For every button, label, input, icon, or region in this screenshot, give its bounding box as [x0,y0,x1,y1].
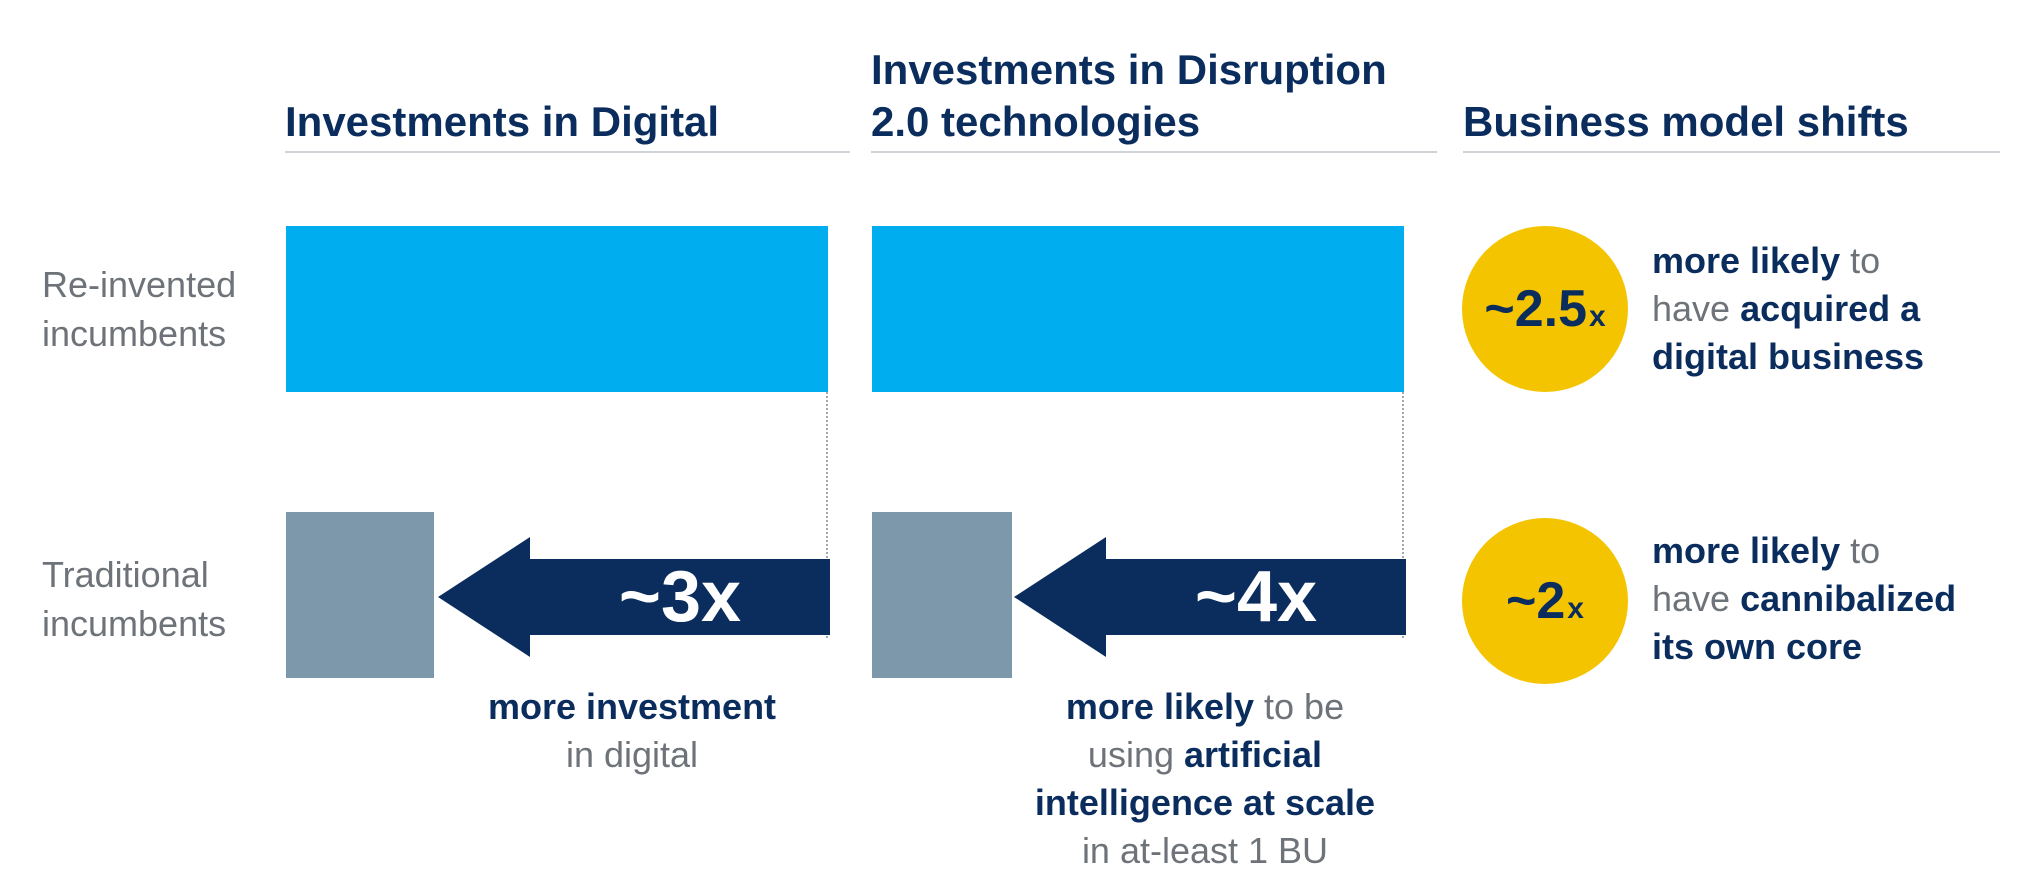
col-rule-business [1463,151,2000,153]
row-label-reinvented-line2: incumbents [42,313,227,354]
digital-multiplier-label: ~3x [618,557,742,637]
shift-2-plain2: have [1652,578,1741,619]
disruption-caption-bold1: more likely [1065,686,1255,727]
col-title-disruption-line1: Investments in Disruption [871,46,1387,93]
shift-1-bold3: digital business [1652,336,1925,377]
digital-caption-rest: in digital [565,734,699,775]
col-rule-digital [285,151,850,153]
shift-1-plain2: have [1652,288,1741,329]
shift-2-bold1: more likely [1652,530,1841,571]
disruption-caption-plain2: using [1087,734,1184,775]
disruption-caption-bold3: intelligence at scale [1034,782,1376,823]
shift-1-number: ~2.5 [1484,280,1587,338]
col-title-disruption-line2: 2.0 technologies [871,98,1201,145]
disruption-caption-rest4: in at-least 1 BU [1081,830,1329,871]
col-title-business: Business model shifts [1463,98,1909,145]
shift-1-circle: ~2.5 x [1462,226,1628,392]
shift-1-x: x [1588,300,1606,333]
disruption-dotted-guide [1402,392,1404,638]
row-label-reinvented-line1: Re-invented [42,264,237,305]
col-title-digital: Investments in Digital [285,98,720,145]
disruption-traditional-bar [872,512,1012,678]
disruption-multiplier-arrow-icon [1014,537,1406,657]
shift-2-bold3: its own core [1652,626,1863,667]
shift-2-circle: ~2 x [1462,518,1628,684]
row-label-traditional-line1: Traditional [42,554,209,595]
digital-caption-bold: more investment [487,686,777,727]
col-rule-disruption [871,151,1437,153]
shift-2-bold2: cannibalized [1740,578,1957,619]
disruption-caption: more likely to be using artificial intel… [980,683,1430,875]
shift-1-bold2: acquired a [1740,288,1921,329]
shift-2-number: ~2 [1506,572,1566,630]
shift-1-bold1: more likely [1652,240,1841,281]
row-label-traditional-line2: incumbents [42,603,227,644]
disruption-caption-bold2: artificial [1184,734,1323,775]
shift-1-text: more likely to have acquired a digital b… [1652,237,1924,381]
col-title-disruption: Investments in Disruption 2.0 technologi… [871,44,1387,148]
disruption-caption-rest1: to be [1254,686,1345,727]
disruption-multiplier-label: ~4x [1194,557,1318,637]
shift-2-x: x [1567,592,1584,625]
shift-2-text: more likely to have cannibalized its own… [1652,527,1956,671]
row-label-traditional: Traditional incumbents [42,550,226,648]
shift-1-rest1: to [1840,240,1881,281]
digital-dotted-guide [826,392,828,638]
disruption-reinvented-bar [872,226,1404,392]
digital-traditional-bar [286,512,434,678]
digital-reinvented-bar [286,226,828,392]
row-label-reinvented: Re-invented incumbents [42,260,236,358]
digital-multiplier-arrow-icon [438,537,830,657]
shift-2-rest1: to [1840,530,1881,571]
digital-caption: more investment in digital [432,683,832,779]
